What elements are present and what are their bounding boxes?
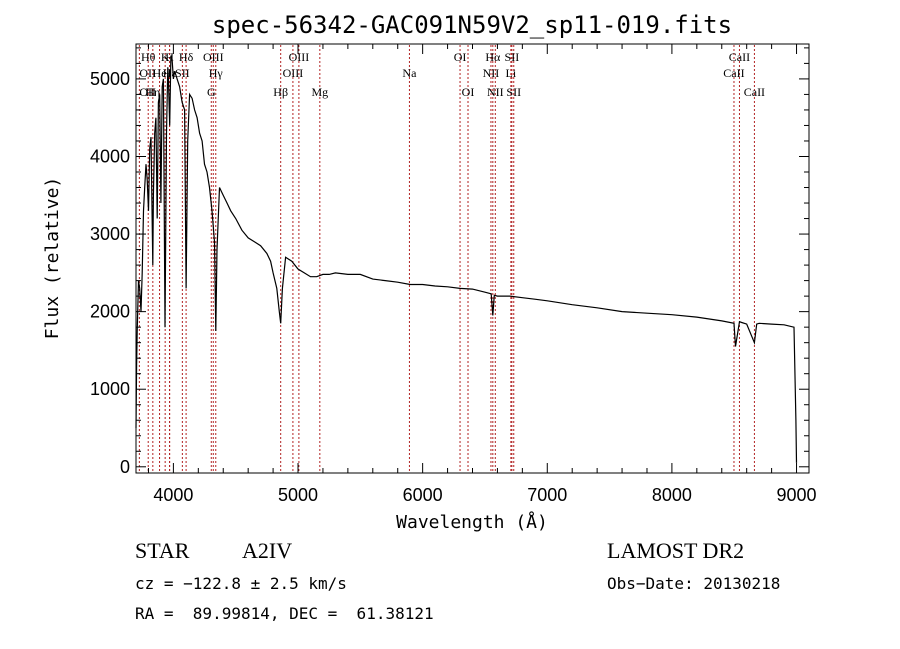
observation-date: Obs−Date: 20130218: [607, 574, 781, 593]
line-marker-label: Hδ: [179, 50, 194, 64]
y-tick-label: 4000: [90, 146, 130, 166]
line-marker-label: Na: [402, 66, 417, 80]
x-tick-label: 5000: [278, 485, 318, 505]
line-marker-label: Hα: [485, 50, 501, 64]
line-marker-label: SII: [505, 50, 520, 64]
line-marker-label: Mg: [311, 85, 328, 99]
emission-line-markers: [138, 45, 755, 473]
redshift-value: cz = −122.8 ± 2.5 km/s: [135, 574, 347, 593]
line-marker-label: OIII: [289, 50, 310, 64]
line-marker-label: OII: [139, 85, 156, 99]
line-marker-label: Li: [506, 66, 517, 80]
chart-title: spec-56342-GAC091N59V2_sp11-019.fits: [212, 11, 732, 39]
line-marker-label: OIII: [283, 66, 304, 80]
y-tick-label: 1000: [90, 379, 130, 399]
line-marker-label: OI: [462, 85, 475, 99]
line-marker-label: NII: [487, 85, 504, 99]
y-axis-ticks: 0 1000 2000 3000 4000 5000: [90, 47, 809, 477]
line-marker-label: Hβ: [273, 85, 288, 99]
line-marker-label: K: [161, 50, 170, 64]
line-marker-label: H: [165, 50, 174, 64]
y-tick-label: 5000: [90, 69, 130, 89]
y-axis-title: Flux (relative): [42, 177, 63, 340]
plot-frame: [135, 43, 810, 474]
line-marker-label: CaII: [729, 50, 750, 64]
coordinates: RA = 89.99814, DEC = 61.38121: [135, 604, 434, 623]
x-tick-label: 4000: [153, 485, 193, 505]
x-axis-ticks: 4000 5000 6000 7000 8000 9000: [147, 44, 817, 505]
x-axis-title: Wavelength (Å): [396, 511, 548, 533]
line-marker-label: Hθ: [141, 50, 156, 64]
x-tick-label: 9000: [777, 485, 817, 505]
line-marker-label: SII: [506, 85, 521, 99]
survey-name: LAMOST DR2: [607, 538, 745, 563]
line-marker-label: Hη: [145, 85, 160, 99]
line-marker-label: OIII: [203, 50, 224, 64]
spectrum-series-line: [135, 55, 798, 463]
y-tick-label: 3000: [90, 224, 130, 244]
line-marker-label: He: [153, 66, 167, 80]
line-marker-label: Hγ: [209, 66, 224, 80]
y-tick-label: 2000: [90, 302, 130, 322]
line-marker-label: CaII: [723, 66, 744, 80]
x-tick-label: 6000: [403, 485, 443, 505]
y-tick-label: 0: [120, 457, 130, 477]
x-tick-label: 7000: [527, 485, 567, 505]
line-marker-label: G: [207, 85, 216, 99]
object-subclass: A2IV: [242, 538, 293, 563]
x-tick-label: 8000: [652, 485, 692, 505]
line-marker-label: CaII: [744, 85, 765, 99]
line-marker-label: SII: [175, 66, 190, 80]
object-class: STAR: [135, 538, 190, 563]
line-marker-label: OII: [139, 66, 156, 80]
line-marker-label: NII: [483, 66, 500, 80]
line-marker-label: OI: [454, 50, 467, 64]
